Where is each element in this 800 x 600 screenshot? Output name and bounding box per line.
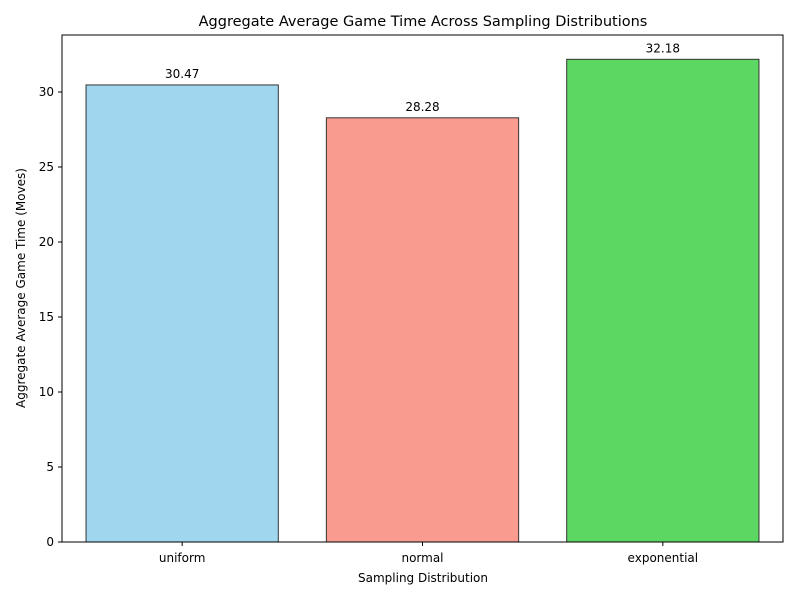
y-tick-label-10: 10 <box>39 385 54 399</box>
plot-area: 30.47 uniform 28.28 normal 32.18 exponential 0… <box>39 34 784 565</box>
y-tick-label-30: 30 <box>39 85 54 99</box>
y-tick-label-0: 0 <box>46 535 54 549</box>
y-tick-label-5: 5 <box>46 460 54 474</box>
y-tick-label-20: 20 <box>39 235 54 249</box>
x-tick-label-uniform: uniform <box>159 551 206 565</box>
data-label-uniform: 30.47 <box>165 67 199 81</box>
x-axis-label: Sampling Distribution <box>358 571 488 585</box>
x-tick-label-exponential: exponential <box>628 551 699 565</box>
data-label-exponential: 32.18 <box>646 41 680 55</box>
x-tick-label-normal: normal <box>401 551 443 565</box>
bar-normal <box>325 117 520 543</box>
bar-exponential <box>566 58 760 543</box>
y-tick-label-15: 15 <box>39 310 54 324</box>
data-label-normal: 28.28 <box>405 100 439 114</box>
bar-uniform <box>85 84 279 543</box>
axes-frame <box>61 34 784 543</box>
y-tick-label-25: 25 <box>39 160 54 174</box>
chart-title: Aggregate Average Game Time Across Sampl… <box>199 14 648 30</box>
y-axis-label: Aggregate Average Game Time (Moves) <box>14 168 28 408</box>
